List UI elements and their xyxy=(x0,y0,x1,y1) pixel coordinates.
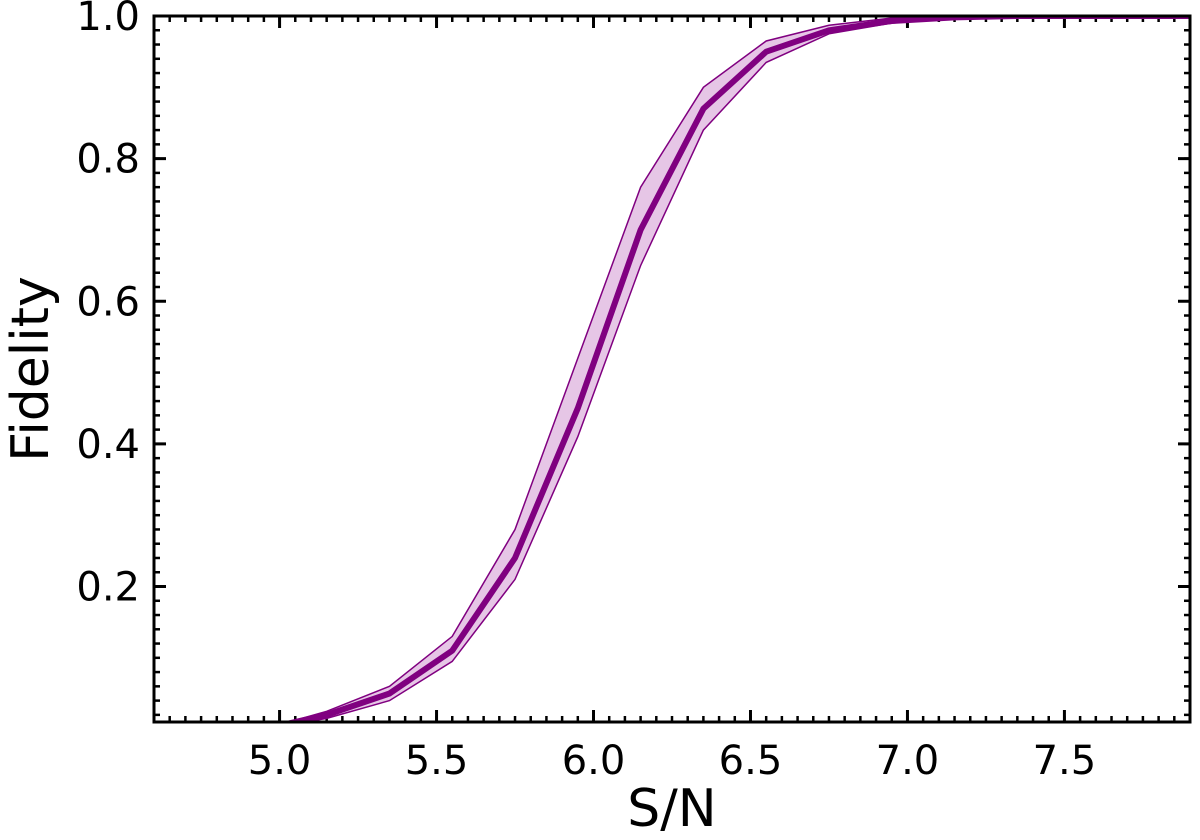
plot-frame xyxy=(152,14,1192,724)
y-tick-label: 1.0 xyxy=(76,0,140,40)
fidelity-line xyxy=(281,16,1190,722)
x-tick-label: 7.0 xyxy=(876,738,940,784)
y-tick-label: 0.2 xyxy=(76,565,140,611)
y-tick-label: 0.8 xyxy=(76,137,140,183)
x-axis-label: S/N xyxy=(627,779,716,839)
x-tick-label: 5.5 xyxy=(405,738,469,784)
x-tick-label: 7.5 xyxy=(1033,738,1097,784)
x-tick-label: 5.0 xyxy=(248,738,312,784)
x-tick-label: 6.5 xyxy=(719,738,783,784)
plot-area xyxy=(281,16,1190,722)
y-tick-label: 0.4 xyxy=(76,422,140,468)
upper-bound-line xyxy=(286,16,1190,722)
axis-ticks xyxy=(152,14,1192,722)
lower-bound-line xyxy=(301,16,1190,722)
series-group xyxy=(281,16,1190,722)
tick-labels: 5.0 5.5 6.0 6.5 7.0 7.5 0.2 0.4 0.6 0.8 1.0 xyxy=(76,0,1096,784)
y-axis-label: Fidelity xyxy=(1,276,61,462)
confidence-band xyxy=(288,16,1190,722)
x-tick-label: 6.0 xyxy=(562,738,626,784)
y-tick-label: 0.6 xyxy=(76,279,140,325)
